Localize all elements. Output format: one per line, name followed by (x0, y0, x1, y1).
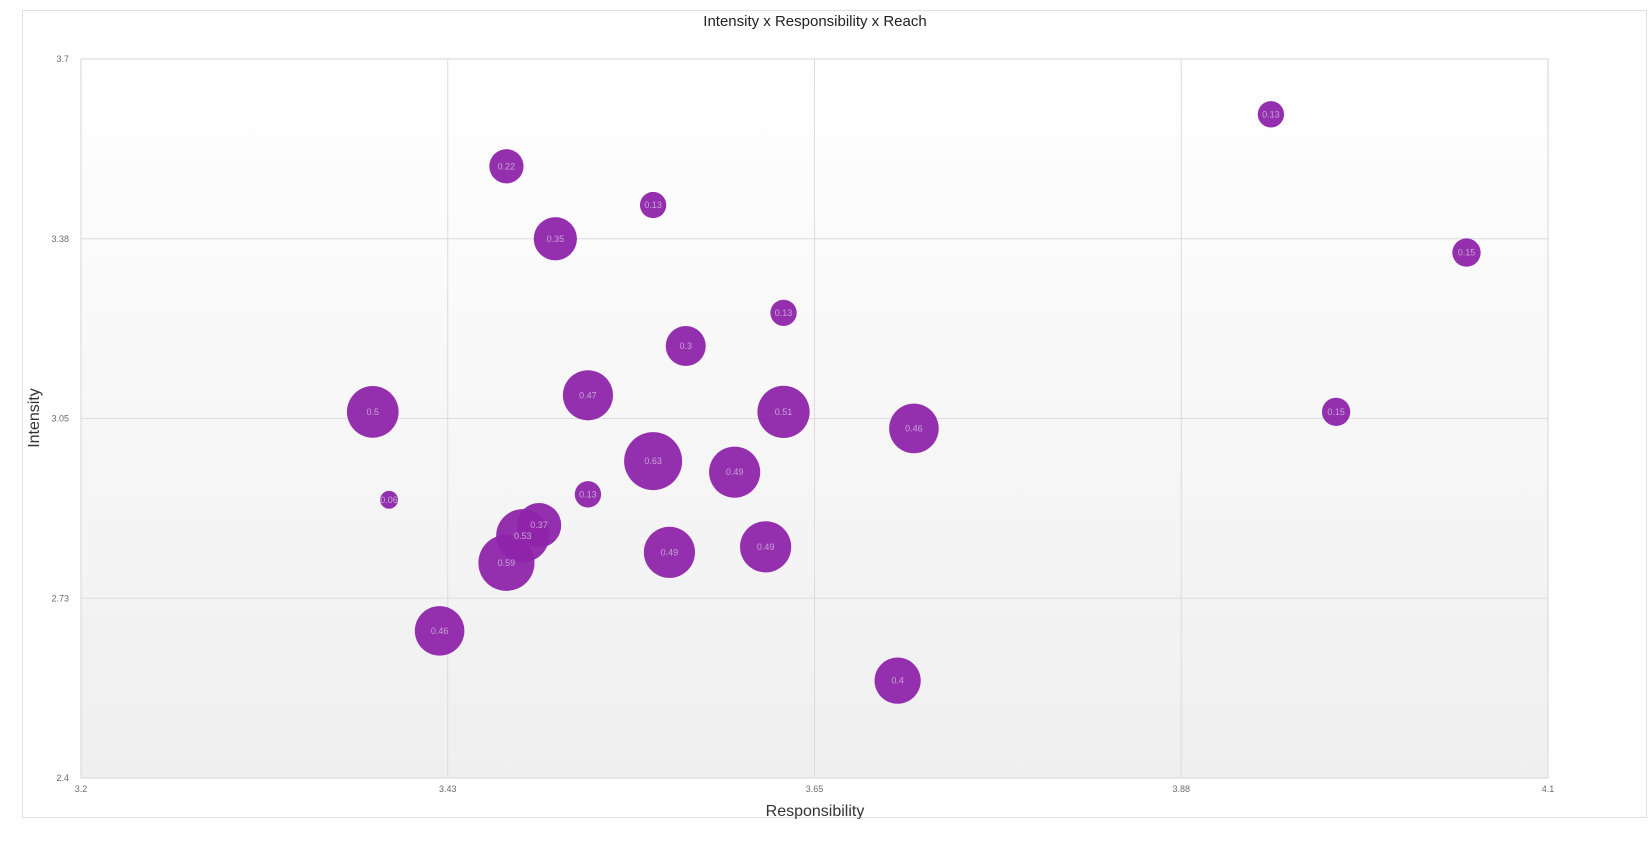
y-tick-label: 3.05 (51, 414, 69, 424)
bubble-data-label: 0.51 (775, 407, 793, 417)
bubble-chart: 3.2 3.43 3.65 3.88 4.1 3.7 3.38 3.05 2.73 2.4 0.6… (26, 13, 1554, 819)
bubble-data-label: 0.59 (498, 558, 516, 568)
bubble-data-label: 0.49 (661, 547, 679, 557)
y-axis-title: Intensity (26, 388, 43, 448)
x-tick-label: 4.1 (1542, 784, 1555, 794)
bubble-point[interactable] (533, 217, 577, 261)
y-tick-label: 2.4 (56, 773, 69, 783)
bubble-point[interactable] (643, 526, 696, 578)
bubble-data-label: 0.46 (905, 423, 923, 433)
bubble-data-label: 0.15 (1458, 248, 1476, 258)
y-tick-label: 3.7 (56, 54, 69, 64)
bubble-point[interactable] (709, 446, 761, 498)
bubble-point[interactable] (516, 503, 562, 548)
x-tick-label: 3.43 (439, 784, 457, 794)
bubble-data-label: 0.53 (514, 531, 532, 541)
bubble-point[interactable] (1257, 101, 1285, 128)
grid-lines (81, 59, 1548, 778)
x-tick-label: 3.88 (1172, 784, 1190, 794)
axis-ticks: 3.2 3.43 3.65 3.88 4.1 3.7 3.38 3.05 2.73 2.4 (51, 54, 1554, 794)
bubble-point[interactable] (624, 432, 683, 491)
bubble-data-label: 0.49 (757, 542, 775, 552)
bubble-data-label: 0.63 (644, 456, 662, 466)
bubble-point[interactable] (757, 385, 810, 438)
bubble-data-label: 0.46 (431, 626, 449, 636)
x-axis-title: Responsibility (766, 803, 865, 819)
bubble-series: 0.63 0.59 0.53 0.51 0.5 0.49 0.49 0.49 0.47 0.46 0… (346, 101, 1481, 704)
bubble-data-label: 0.13 (1262, 109, 1280, 119)
bubble-point[interactable] (665, 326, 706, 367)
chart-frame: 3.2 3.43 3.65 3.88 4.1 3.7 3.38 3.05 2.73 2.4 0.6… (22, 10, 1647, 819)
x-tick-label: 3.65 (806, 784, 824, 794)
bubble-data-label: 0.13 (579, 489, 597, 499)
bubble-point[interactable] (770, 299, 797, 327)
bubble-point[interactable] (414, 606, 465, 656)
bubble-data-label: 0.13 (644, 200, 662, 210)
bubble-point[interactable] (639, 191, 667, 219)
bubble-point[interactable] (889, 403, 939, 454)
y-tick-label: 2.73 (51, 593, 69, 603)
bubble-point[interactable] (562, 370, 613, 421)
bubble-point[interactable] (574, 481, 602, 508)
bubble-point[interactable] (1321, 397, 1351, 427)
y-tick-label: 3.38 (51, 234, 69, 244)
bubble-data-label: 0.4 (891, 676, 904, 686)
bubble-data-label: 0.35 (547, 234, 565, 244)
bubble-point[interactable] (380, 490, 399, 509)
bubble-data-label: 0.49 (726, 467, 744, 477)
bubble-data-label: 0.22 (498, 161, 516, 171)
bubble-data-label: 0.13 (775, 308, 793, 318)
bubble-point[interactable] (346, 386, 399, 438)
bubble-data-label: 0.47 (579, 390, 597, 400)
bubble-data-label: 0.15 (1327, 407, 1345, 417)
bubble-data-label: 0.37 (530, 520, 548, 530)
bubble-point[interactable] (874, 657, 921, 704)
bubble-point[interactable] (489, 149, 524, 184)
bubble-data-label: 0.3 (679, 341, 692, 351)
chart-title: Intensity x Responsibility x Reach (703, 13, 926, 30)
bubble-data-label: 0.5 (367, 407, 380, 417)
bubble-point[interactable] (740, 521, 792, 573)
bubble-point[interactable] (1452, 238, 1481, 267)
bubble-data-label: 0.06 (380, 495, 398, 505)
x-tick-label: 3.2 (75, 784, 88, 794)
